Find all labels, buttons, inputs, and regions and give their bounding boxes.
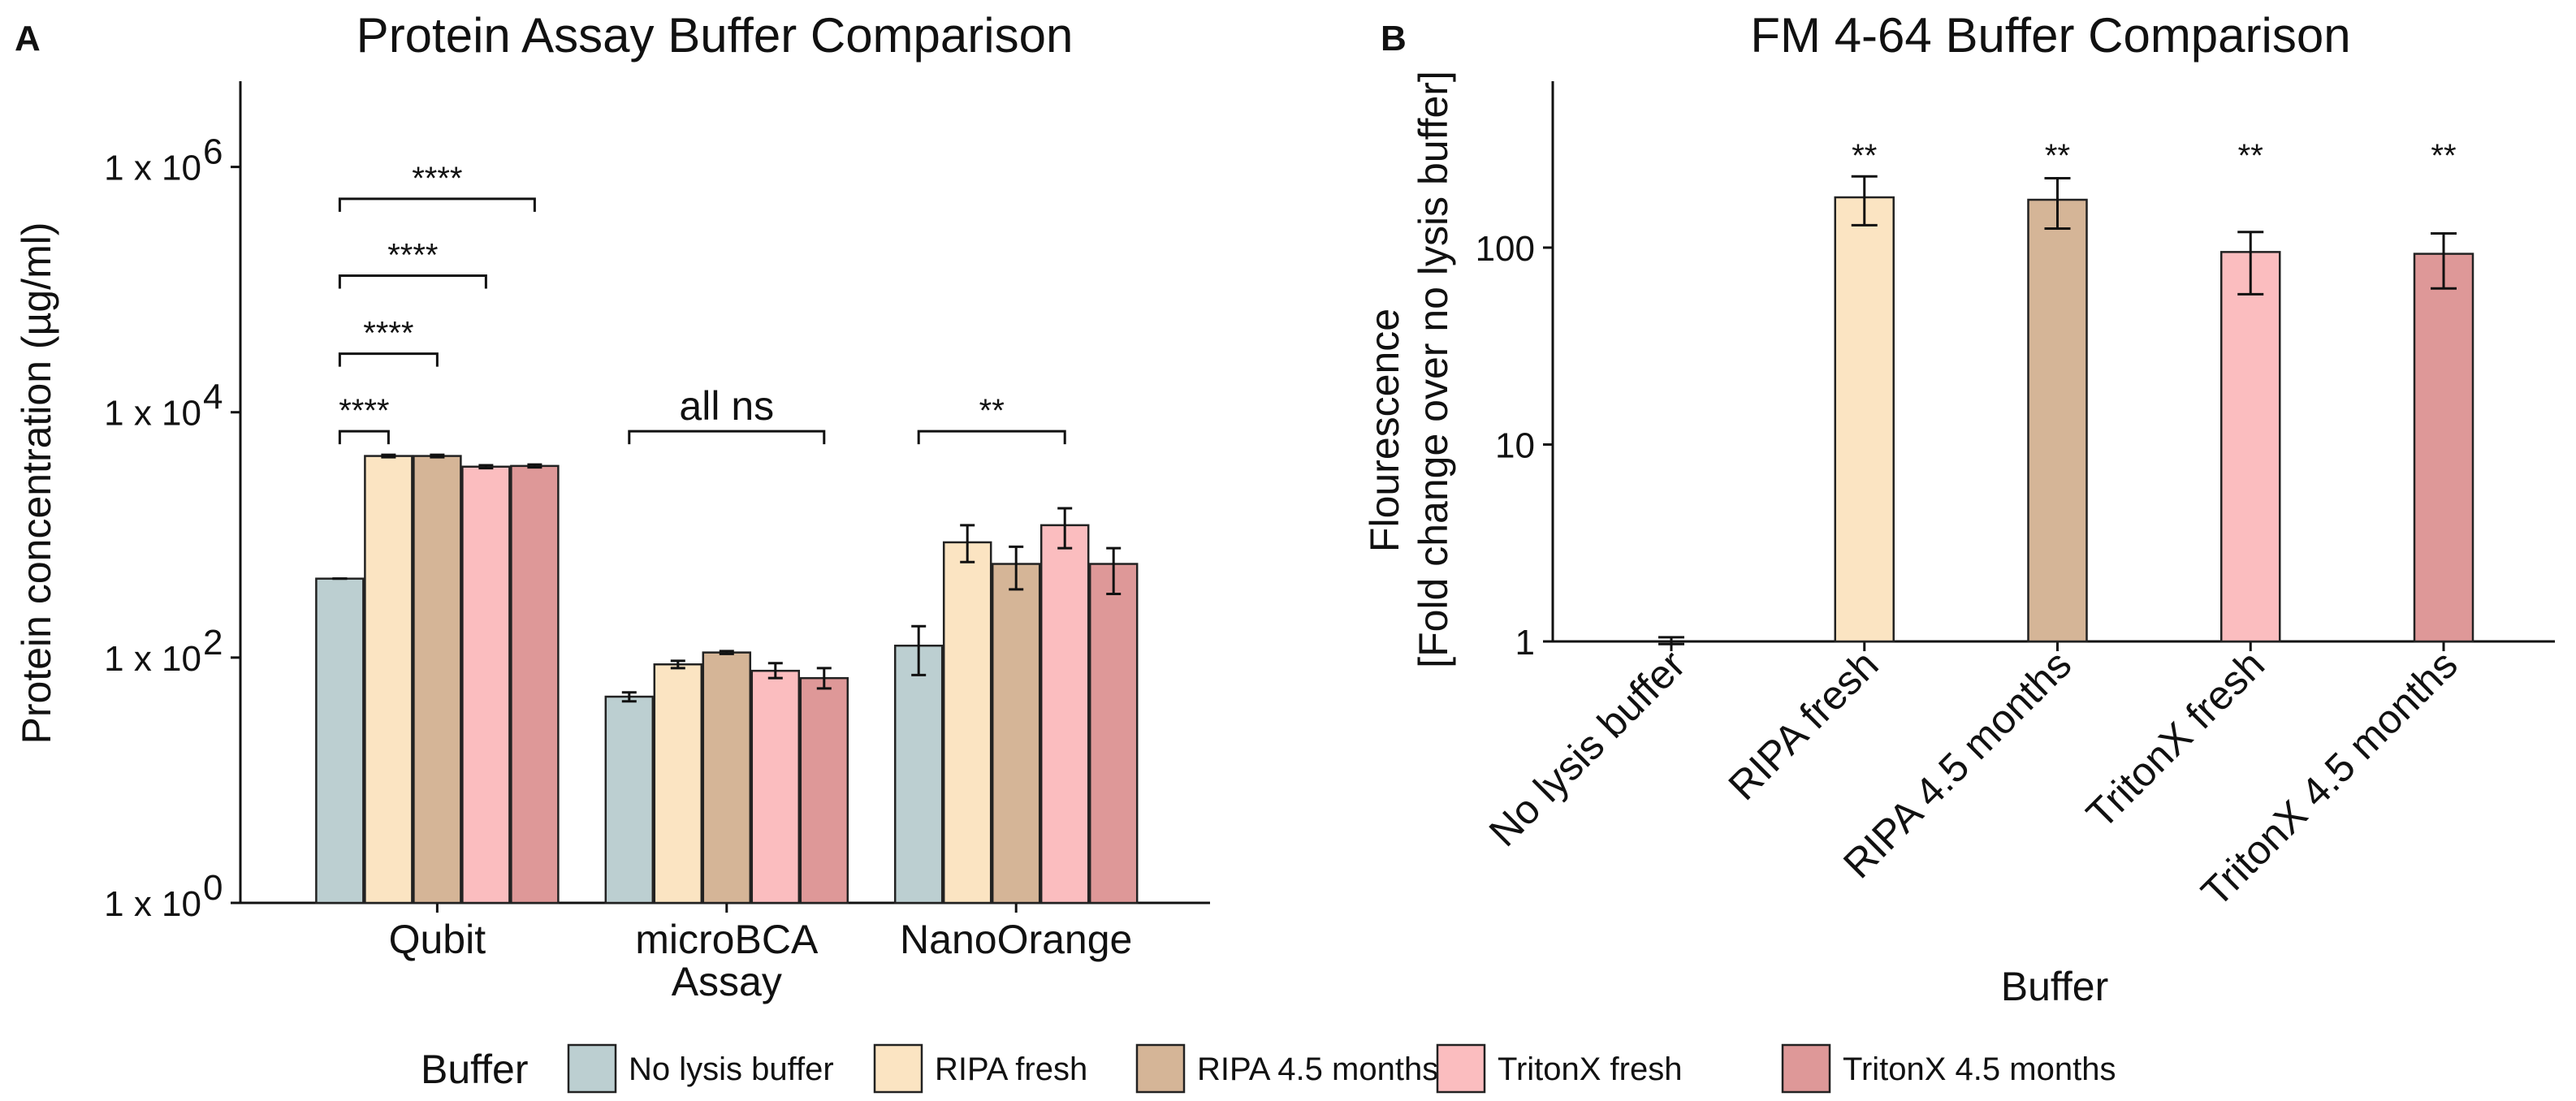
panel-a-significance-bracket [338,197,536,212]
panel-a-ytick-exponent: 6 [203,132,223,172]
panel-a-significance-bracket [338,352,439,367]
panel-a-bar [702,651,752,905]
panel-a-ytick-label: 1 x 10 [104,394,201,434]
panel-a-bar [364,455,413,905]
panel-a-significance-label: all ns [679,383,774,429]
panel-a-bars [315,453,1139,905]
panel-a-ytick-label: 1 x 10 [104,639,201,679]
panel-b-ytick-label: 100 [1476,229,1535,269]
legend-swatch [1436,1043,1486,1094]
panel-b-bar [1834,196,1895,643]
panel-a-significance-bracket [338,430,390,445]
panel-b-bar [2027,198,2088,643]
panel-a-ytick-exponent: 0 [203,868,223,908]
panel-b-ytick-label: 10 [1495,425,1535,465]
legend-title: Buffer [421,1047,529,1092]
panel-b-xlabel: Buffer [2001,964,2109,1009]
panel-a-bar [750,669,801,905]
panel-a-bar [461,465,511,905]
panel-a-significance-bracket [917,430,1066,445]
panel-a-category-label: NanoOrange [900,917,1132,962]
legend: No lysis buffer RIPA fresh RIPA 4.5 months… [567,1043,2116,1094]
panel-b-bars: ** ** ** ** [1658,138,2474,645]
legend-swatch [567,1043,617,1094]
panel-a-bar [799,676,849,905]
panel-a-letter: A [15,19,41,58]
panel-a-category-label: microBCA [635,917,819,962]
panel-a-significance-label: **** [339,393,389,429]
panel-b-ylabel-line2: [Fold change over no lysis buffer] [1411,71,1456,668]
panel-a-significance-bracket [338,274,487,289]
panel-a-ytick-label: 1 x 10 [104,884,201,924]
panel-a-bar [1039,524,1090,905]
legend-label: RIPA 4.5 months [1197,1051,1438,1087]
legend-label: No lysis buffer [629,1051,834,1087]
panel-b-significance-label: ** [2431,138,2456,174]
panel-a-bar [893,644,944,905]
legend-swatch [1781,1043,1831,1094]
panel-a-significance: **** **** **** **** all ns ** [338,161,1066,445]
panel-b-significance-label: ** [1852,138,1877,174]
panel-a-ytick-exponent: 4 [203,378,223,417]
panel-a-title: Protein Assay Buffer Comparison [357,8,1074,63]
panel-a-significance-label: **** [387,237,438,273]
panel-b-category-label: No lysis buffer [1480,641,1694,855]
panel-b-category-label: RIPA fresh [1720,641,1887,809]
legend-label: TritonX fresh [1498,1051,1682,1087]
panel-b-title: FM 4-64 Buffer Comparison [1750,8,2350,63]
panel-a-bar [653,663,703,905]
legend-label: TritonX 4.5 months [1843,1051,2116,1087]
panel-a-bar [604,695,655,905]
panel-a-bar [315,577,365,905]
panel-a-ytick-exponent: 2 [203,623,223,663]
panel-a-bar [942,541,992,905]
panel-b-significance-label: ** [2045,138,2070,174]
panel-b-ytick-label: 1 [1515,623,1535,663]
panel-a-significance-label: **** [412,161,462,196]
panel-a-category-label: Assay [672,959,782,1004]
panel-b-ylabel-line1: Flourescence [1362,309,1407,552]
panel-a-ylabel: Protein concentration (µg/ml) [14,222,59,745]
panel-b-significance-label: ** [2238,138,2263,174]
legend-label: RIPA fresh [935,1051,1087,1087]
panel-b-letter: B [1381,19,1407,58]
panel-b-bar [2220,251,2281,643]
panel-a-significance-label: ** [979,393,1005,429]
legend-swatch [1135,1043,1186,1094]
panel-a-bar [1088,563,1139,905]
panel-a-significance-label: **** [363,316,413,352]
panel-a-bar [510,464,560,905]
panel-a-bar [413,455,462,905]
panel-b-category-label: TritonX fresh [2077,641,2273,837]
panel-a-significance-bracket [628,430,826,445]
panel-a-ytick-label: 1 x 10 [104,149,201,188]
panel-a-category-label: Qubit [389,917,486,962]
legend-swatch [873,1043,923,1094]
panel-b-bar [2413,253,2474,643]
panel-a-bar [991,563,1041,905]
